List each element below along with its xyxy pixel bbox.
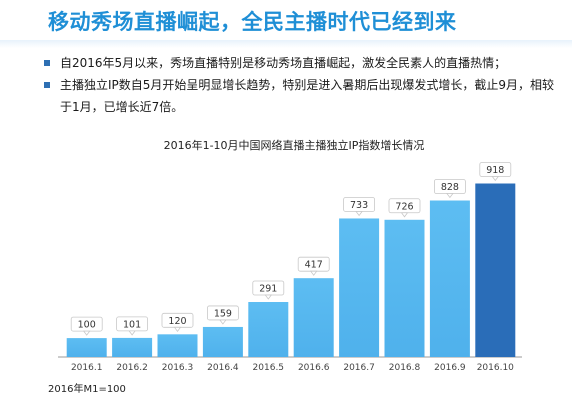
data-label: 733	[350, 200, 368, 211]
x-tick-label: 2016.7	[343, 363, 375, 373]
x-tick-label: 2016.10	[477, 363, 514, 373]
slide-title: 移动秀场直播崛起，全民主播时代已经到来	[48, 10, 457, 34]
bar-2016.10	[475, 183, 516, 357]
square-bullet-icon	[44, 82, 50, 88]
data-label-pointer	[219, 319, 227, 325]
data-label-pointer	[82, 330, 91, 336]
bullet-item: 主播独立IP数自5月开始呈明显增长趋势，特别是进入暑期后出现爆发式增长，截止9月…	[44, 74, 564, 118]
data-label-pointer	[309, 270, 318, 276]
bullet-text: 自2016年5月以来，秀场直播特别是移动秀场直播崛起，激发全民素人的直播热情；	[60, 56, 507, 70]
x-tick-label: 2016.8	[389, 363, 421, 373]
bar-2016.2	[112, 337, 153, 357]
bullet-list: 自2016年5月以来，秀场直播特别是移动秀场直播崛起，激发全民素人的直播热情； …	[44, 52, 564, 118]
data-label-pointer	[355, 211, 363, 217]
x-tick-label: 2016.6	[298, 363, 330, 373]
x-tick-label: 2016.9	[434, 363, 466, 373]
bar-2016.5	[248, 302, 289, 357]
data-label-pointer	[173, 326, 182, 332]
x-tick-label: 2016.5	[253, 363, 285, 373]
bar-2016.6	[293, 278, 334, 357]
data-label-pointer	[400, 212, 409, 218]
bar-2016.8	[384, 219, 425, 357]
title-divider	[0, 40, 572, 48]
square-bullet-icon	[44, 60, 50, 66]
bar-2016.9	[429, 200, 470, 357]
bar-2016.4	[202, 326, 243, 357]
data-label-pointer	[264, 294, 273, 300]
x-tick-label: 2016.1	[71, 363, 103, 373]
bullet-text: 主播独立IP数自5月开始呈明显增长趋势，特别是进入暑期后出现爆发式增长，截止9月…	[60, 78, 555, 114]
data-label: 291	[259, 284, 277, 295]
data-label: 726	[395, 201, 413, 212]
data-label: 120	[168, 316, 186, 327]
x-tick-label: 2016.3	[162, 363, 194, 373]
data-label: 828	[441, 182, 459, 193]
data-label: 918	[486, 165, 504, 176]
data-label-pointer	[446, 193, 454, 199]
data-label: 100	[78, 320, 96, 331]
bar-2016.3	[157, 334, 198, 357]
x-tick-label: 2016.4	[207, 363, 239, 373]
data-label-pointer	[491, 176, 500, 182]
data-label-pointer	[128, 330, 136, 336]
bar-2016.7	[339, 218, 380, 357]
chart-footnote: 2016年M1=100	[48, 384, 126, 395]
data-label: 101	[123, 319, 141, 330]
x-tick-label: 2016.2	[116, 363, 148, 373]
chart-title: 2016年1-10月中国网络直播主播独立IP指数增长情况	[163, 139, 425, 152]
bullet-item: 自2016年5月以来，秀场直播特别是移动秀场直播崛起，激发全民素人的直播热情；	[44, 52, 564, 74]
data-label: 159	[214, 308, 232, 319]
data-label: 417	[305, 260, 323, 271]
bar-2016.1	[66, 338, 107, 357]
